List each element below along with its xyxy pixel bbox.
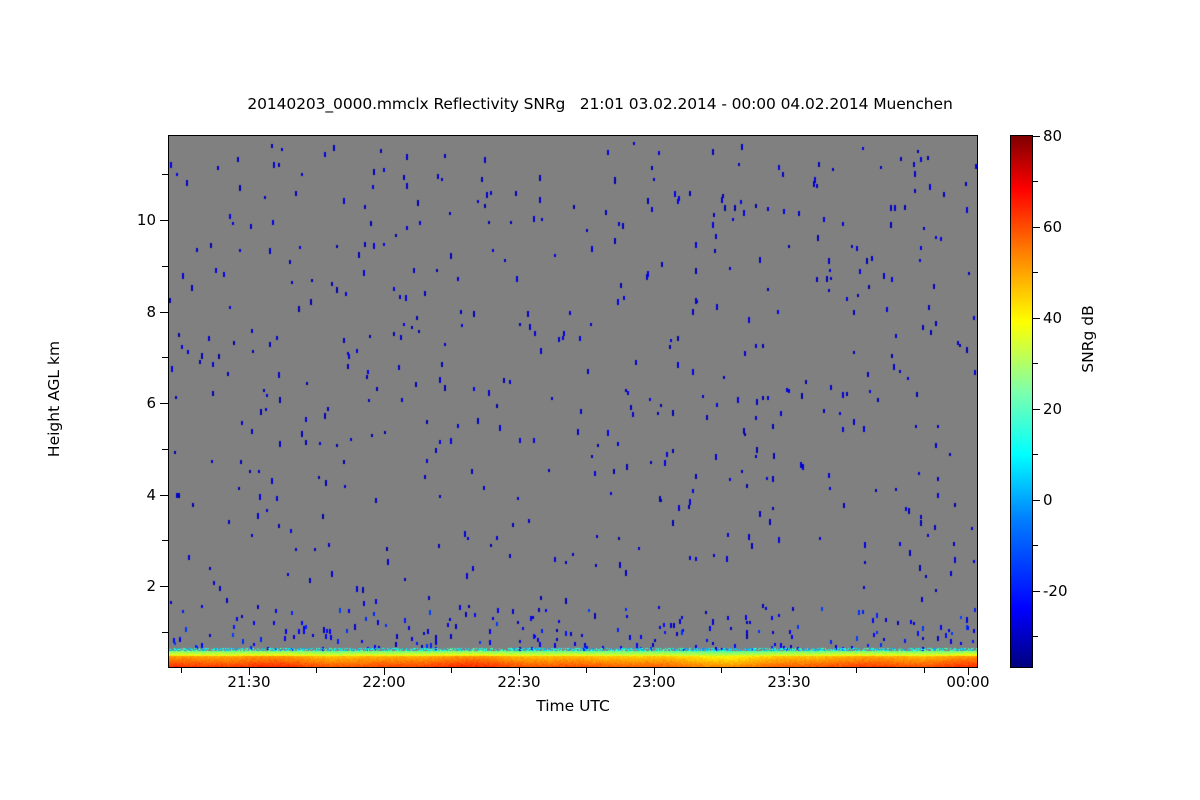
cbtick-10	[1033, 454, 1038, 455]
xtick-label-2230: 22:30	[497, 673, 541, 691]
heatmap-plot-area[interactable]	[168, 135, 978, 668]
colorbar[interactable]	[1010, 135, 1033, 668]
xtick-minor	[316, 667, 317, 673]
xtick-label-2130: 21:30	[227, 673, 271, 691]
ytick-label-6: 6	[146, 394, 156, 412]
ytick-minor	[162, 632, 168, 633]
cbtick-label-0: 0	[1043, 491, 1053, 509]
plot-title: 20140203_0000.mmclx Reflectivity SNRg 21…	[247, 95, 953, 113]
ytick-minor	[162, 266, 168, 267]
colorbar-title: SNRg dB	[1079, 305, 1097, 373]
xtick-label-2330: 23:30	[767, 673, 811, 691]
ytick-minor	[162, 174, 168, 175]
cbtick-m30	[1033, 636, 1038, 637]
xtick-label-0000: 00:00	[946, 673, 990, 691]
ytick-6	[160, 403, 168, 404]
cbtick-label-60: 60	[1043, 218, 1063, 236]
ytick-minor	[162, 540, 168, 541]
xtick-minor	[924, 667, 925, 673]
xtick-2230	[519, 667, 520, 675]
cbtick-80	[1033, 136, 1040, 137]
xtick-2300	[654, 667, 655, 675]
xtick-2330	[789, 667, 790, 675]
xtick-0000	[968, 667, 969, 675]
cbtick-20	[1033, 409, 1040, 410]
ytick-label-4: 4	[146, 486, 156, 504]
cbtick-30	[1033, 363, 1038, 364]
xtick-minor	[586, 667, 587, 673]
xtick-2200	[384, 667, 385, 675]
cbtick-label-m20: -20	[1043, 582, 1068, 600]
xtick-minor	[856, 667, 857, 673]
cbtick-40	[1033, 318, 1040, 319]
xtick-minor	[451, 667, 452, 673]
ytick-4	[160, 495, 168, 496]
cbtick-label-20: 20	[1043, 400, 1063, 418]
cbtick-label-80: 80	[1043, 127, 1063, 145]
xtick-label-2200: 22:00	[362, 673, 406, 691]
cbtick-50	[1033, 272, 1038, 273]
xaxis-title: Time UTC	[536, 697, 610, 715]
ytick-2	[160, 586, 168, 587]
ytick-minor	[162, 357, 168, 358]
ytick-10	[160, 220, 168, 221]
ytick-label-8: 8	[146, 303, 156, 321]
cbtick-70	[1033, 181, 1038, 182]
cbtick-label-40: 40	[1043, 309, 1063, 327]
cbtick-60	[1033, 227, 1040, 228]
yaxis-title: Height AGL km	[45, 340, 63, 458]
ytick-minor	[162, 449, 168, 450]
cbtick-m10	[1033, 545, 1038, 546]
cbtick-0	[1033, 500, 1040, 501]
ytick-label-10: 10	[136, 211, 156, 229]
xtick-label-2300: 23:00	[632, 673, 676, 691]
ytick-8	[160, 312, 168, 313]
xtick-minor	[181, 667, 182, 673]
ytick-label-2: 2	[146, 577, 156, 595]
xtick-minor	[721, 667, 722, 673]
cbtick-m20	[1033, 591, 1040, 592]
reflectivity-heatmap	[169, 136, 977, 667]
xtick-2130	[249, 667, 250, 675]
